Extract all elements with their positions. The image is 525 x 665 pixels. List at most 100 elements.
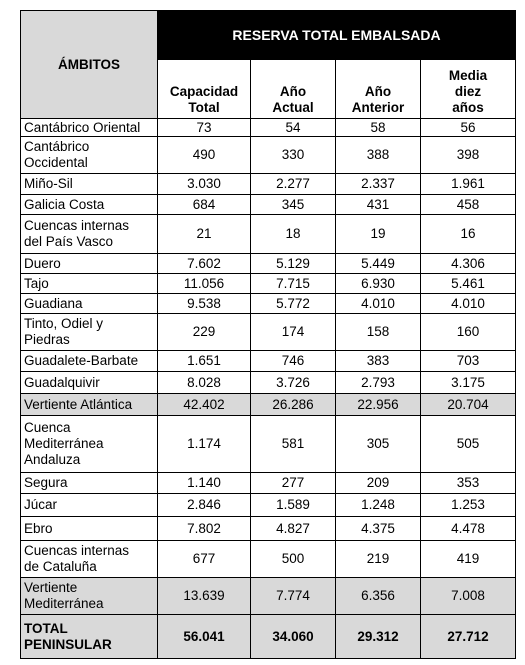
cell-value: 11.056 bbox=[157, 273, 251, 294]
row-label: TOTAL PENINSULAR bbox=[20, 614, 158, 659]
ambitos-header: ÁMBITOS bbox=[20, 10, 158, 119]
cell-value: 73 bbox=[157, 118, 251, 137]
table-row: Guadalete-Barbate 1.651 746 383 703 bbox=[20, 350, 517, 372]
cell-value: 219 bbox=[335, 540, 421, 578]
cell-value: 34.060 bbox=[250, 614, 336, 659]
column-header: Capacidad Total bbox=[157, 59, 251, 119]
cell-value: 4.010 bbox=[419, 293, 517, 314]
row-label: Miño-Sil bbox=[20, 173, 158, 195]
table-row: Cuenca Mediterránea Andaluza 1.174 581 305 5… bbox=[20, 415, 517, 473]
cell-value: 229 bbox=[157, 313, 251, 351]
cell-value: 4.010 bbox=[335, 293, 421, 314]
cell-value: 419 bbox=[419, 540, 517, 578]
cell-value: 56 bbox=[419, 118, 517, 137]
cell-value: 305 bbox=[335, 415, 421, 473]
cell-value: 20.704 bbox=[419, 393, 517, 416]
cell-value: 6.356 bbox=[335, 577, 421, 615]
cell-value: 581 bbox=[250, 415, 336, 473]
cell-value: 3.726 bbox=[250, 371, 336, 394]
column-header: Media diez años bbox=[419, 59, 517, 119]
cell-value: 9.538 bbox=[157, 293, 251, 314]
cell-value: 398 bbox=[419, 136, 517, 174]
row-label: Segura bbox=[20, 472, 158, 494]
cell-value: 158 bbox=[335, 313, 421, 351]
table-row: Vertiente Atlántica 42.402 26.286 22.956 20.… bbox=[20, 393, 517, 416]
cell-value: 1.174 bbox=[157, 415, 251, 473]
cell-value: 7.774 bbox=[250, 577, 336, 615]
group-header: RESERVA TOTAL EMBALSADA bbox=[156, 10, 517, 60]
cell-value: 5.461 bbox=[419, 273, 517, 294]
cell-value: 58 bbox=[335, 118, 421, 137]
cell-value: 1.140 bbox=[157, 472, 251, 494]
cell-value: 4.306 bbox=[419, 253, 517, 274]
cell-value: 29.312 bbox=[335, 614, 421, 659]
cell-value: 209 bbox=[335, 472, 421, 494]
cell-value: 1.248 bbox=[335, 493, 421, 517]
cell-value: 54 bbox=[250, 118, 336, 137]
table-row: Guadalquivir 8.028 3.726 2.793 3.175 bbox=[20, 371, 517, 394]
cell-value: 13.639 bbox=[157, 577, 251, 615]
cell-value: 174 bbox=[250, 313, 336, 351]
row-label: Cuencas internas de Cataluña bbox=[20, 540, 158, 578]
column-header: Año Actual bbox=[250, 59, 336, 119]
cell-value: 4.478 bbox=[419, 516, 517, 541]
row-label: Tajo bbox=[20, 273, 158, 294]
cell-value: 4.827 bbox=[250, 516, 336, 541]
cell-value: 26.286 bbox=[250, 393, 336, 416]
table-row: Tinto, Odiel y Piedras 229 174 158 160 bbox=[20, 313, 517, 351]
column-header: Año Anterior bbox=[335, 59, 421, 119]
cell-value: 2.337 bbox=[335, 173, 421, 195]
cell-value: 5.449 bbox=[335, 253, 421, 274]
row-label: Júcar bbox=[20, 493, 158, 517]
row-label: Galicia Costa bbox=[20, 194, 158, 215]
cell-value: 383 bbox=[335, 350, 421, 372]
row-label: Guadalete-Barbate bbox=[20, 350, 158, 372]
row-label: Guadiana bbox=[20, 293, 158, 314]
table-row: Cantábrico Occidental 490 330 388 398 bbox=[20, 136, 517, 174]
cell-value: 1.961 bbox=[419, 173, 517, 195]
cell-value: 21 bbox=[157, 214, 251, 254]
table-row: Cuencas internas del País Vasco 21 18 19 16 bbox=[20, 214, 517, 254]
cell-value: 2.277 bbox=[250, 173, 336, 195]
table-row: Duero 7.602 5.129 5.449 4.306 bbox=[20, 253, 517, 274]
cell-value: 7.008 bbox=[419, 577, 517, 615]
cell-value: 3.175 bbox=[419, 371, 517, 394]
cell-value: 500 bbox=[250, 540, 336, 578]
cell-value: 160 bbox=[419, 313, 517, 351]
cell-value: 353 bbox=[419, 472, 517, 494]
cell-value: 703 bbox=[419, 350, 517, 372]
reserve-table: ÁMBITOS RESERVA TOTAL EMBALSADA Capacida… bbox=[20, 10, 517, 659]
row-label: Guadalquivir bbox=[20, 371, 158, 394]
cell-value: 388 bbox=[335, 136, 421, 174]
cell-value: 7.602 bbox=[157, 253, 251, 274]
cell-value: 8.028 bbox=[157, 371, 251, 394]
cell-value: 2.846 bbox=[157, 493, 251, 517]
cell-value: 5.772 bbox=[250, 293, 336, 314]
cell-value: 3.030 bbox=[157, 173, 251, 195]
cell-value: 1.589 bbox=[250, 493, 336, 517]
row-label: Cantábrico Occidental bbox=[20, 136, 158, 174]
row-label: Cuencas internas del País Vasco bbox=[20, 214, 158, 254]
cell-value: 330 bbox=[250, 136, 336, 174]
cell-value: 6.930 bbox=[335, 273, 421, 294]
cell-value: 5.129 bbox=[250, 253, 336, 274]
cell-value: 7.802 bbox=[157, 516, 251, 541]
cell-value: 22.956 bbox=[335, 393, 421, 416]
table-row: Segura 1.140 277 209 353 bbox=[20, 472, 517, 494]
cell-value: 490 bbox=[157, 136, 251, 174]
table-row: TOTAL PENINSULAR 56.041 34.060 29.312 27.712 bbox=[20, 614, 517, 659]
cell-value: 458 bbox=[419, 194, 517, 215]
row-label: Vertiente Atlántica bbox=[20, 393, 158, 416]
cell-value: 677 bbox=[157, 540, 251, 578]
cell-value: 4.375 bbox=[335, 516, 421, 541]
cell-value: 277 bbox=[250, 472, 336, 494]
cell-value: 18 bbox=[250, 214, 336, 254]
cell-value: 684 bbox=[157, 194, 251, 215]
row-label: Duero bbox=[20, 253, 158, 274]
table-row: Tajo 11.056 7.715 6.930 5.461 bbox=[20, 273, 517, 294]
table-row: Vertiente Mediterránea 13.639 7.774 6.356 7.… bbox=[20, 577, 517, 615]
cell-value: 505 bbox=[419, 415, 517, 473]
row-label: Tinto, Odiel y Piedras bbox=[20, 313, 158, 351]
cell-value: 7.715 bbox=[250, 273, 336, 294]
